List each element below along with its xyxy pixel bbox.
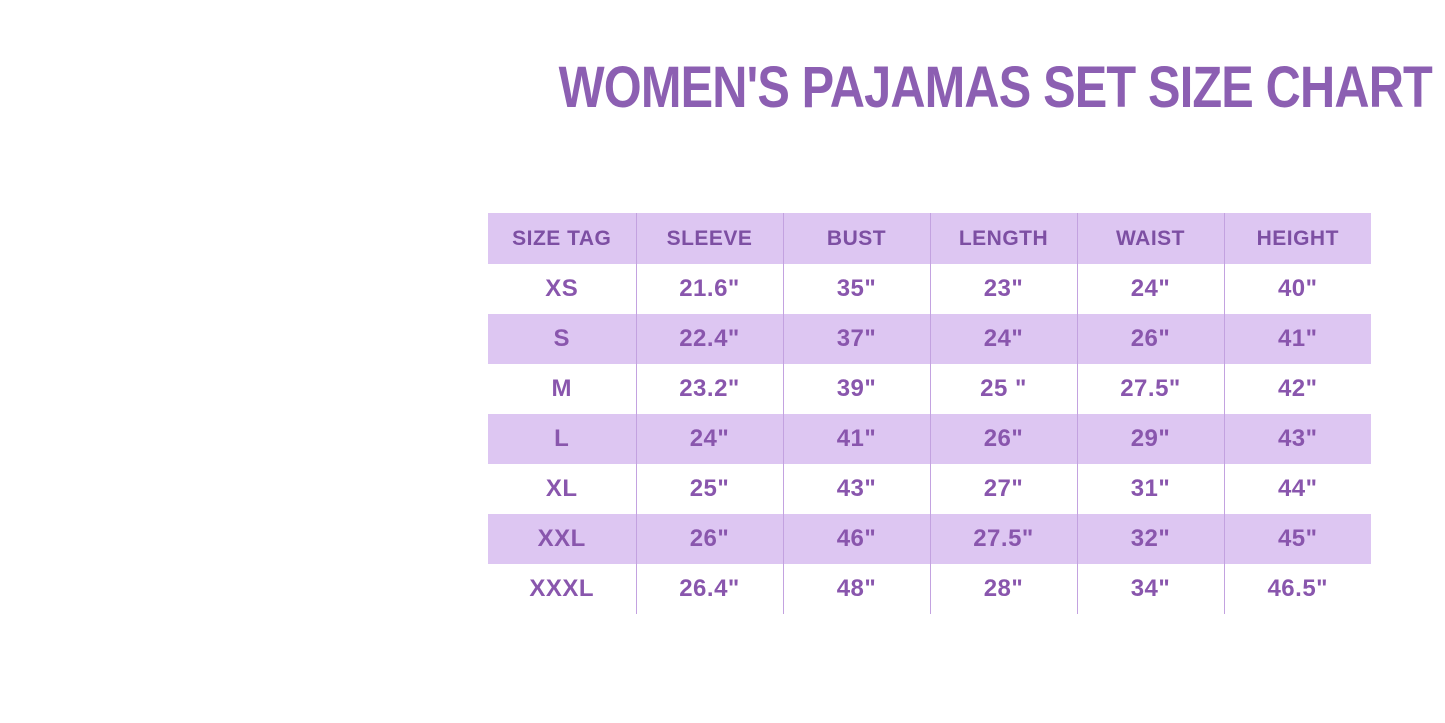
cell-height: 41" <box>1277 325 1318 352</box>
cell-bust: 48" <box>783 564 931 614</box>
cell-bust: 39" <box>783 364 931 414</box>
cell-height: 46.5" <box>1267 575 1329 602</box>
cell-waist: 24" <box>1077 264 1225 314</box>
cell-bust: 43" <box>783 464 931 514</box>
cell-length: 28" <box>930 564 1078 614</box>
cell-size-tag: XXXL <box>488 564 637 614</box>
cell-bust: 41" <box>783 414 931 464</box>
cell-bust: 37" <box>783 314 931 364</box>
cell-length: 24" <box>930 314 1078 364</box>
table-row-l: L 24" 41" 26" 29" 43" <box>488 414 1371 464</box>
cell-sleeve: 24" <box>636 414 784 464</box>
cell-length: 23" <box>930 264 1078 314</box>
cell-size-tag: M <box>488 364 637 414</box>
cell-length: 27.5" <box>930 514 1078 564</box>
cell-height: 43" <box>1277 425 1318 452</box>
column-header-length: LENGTH <box>930 213 1078 264</box>
table-row-xs: XS 21.6" 35" 23" 24" 40" <box>488 264 1371 314</box>
cell-size-tag: XXL <box>488 514 637 564</box>
cell-height: 40" <box>1277 275 1318 302</box>
column-header-size-tag: SIZE TAG <box>488 213 637 264</box>
cell-height: 45" <box>1277 525 1318 552</box>
cell-sleeve: 25" <box>636 464 784 514</box>
cell-length: 25 " <box>930 364 1078 414</box>
column-header-height: HEIGHT <box>1256 226 1339 250</box>
cell-waist: 32" <box>1077 514 1225 564</box>
cell-waist: 34" <box>1077 564 1225 614</box>
size-chart-table: SIZE TAG SLEEVE BUST LENGTH WAIST HEIGHT… <box>488 213 1371 614</box>
cell-sleeve: 21.6" <box>636 264 784 314</box>
table-row-xl: XL 25" 43" 27" 31" 44" <box>488 464 1371 514</box>
cell-bust: 35" <box>783 264 931 314</box>
cell-length: 26" <box>930 414 1078 464</box>
table-row-m: M 23.2" 39" 25 " 27.5" 42" <box>488 364 1371 414</box>
cell-height: 42" <box>1277 375 1318 402</box>
cell-waist: 26" <box>1077 314 1225 364</box>
cell-size-tag: L <box>488 414 637 464</box>
cell-size-tag: XL <box>488 464 637 514</box>
cell-sleeve: 26" <box>636 514 784 564</box>
cell-waist: 27.5" <box>1077 364 1225 414</box>
table-row-xxl: XXL 26" 46" 27.5" 32" 45" <box>488 514 1371 564</box>
column-header-bust: BUST <box>783 213 931 264</box>
table-row-s: S 22.4" 37" 24" 26" 41" <box>488 314 1371 364</box>
cell-sleeve: 26.4" <box>636 564 784 614</box>
table-row-xxxl: XXXL 26.4" 48" 28" 34" 46.5" <box>488 564 1371 614</box>
column-header-sleeve: SLEEVE <box>636 213 784 264</box>
page-title: WOMEN'S PAJAMAS SET SIZE CHART <box>558 55 1433 120</box>
cell-sleeve: 23.2" <box>636 364 784 414</box>
cell-length: 27" <box>930 464 1078 514</box>
cell-waist: 29" <box>1077 414 1225 464</box>
cell-size-tag: S <box>488 314 637 364</box>
cell-bust: 46" <box>783 514 931 564</box>
header-row: SIZE TAG SLEEVE BUST LENGTH WAIST HEIGHT <box>488 213 1371 264</box>
column-header-waist: WAIST <box>1077 213 1225 264</box>
cell-height: 44" <box>1277 475 1318 502</box>
cell-sleeve: 22.4" <box>636 314 784 364</box>
cell-waist: 31" <box>1077 464 1225 514</box>
cell-size-tag: XS <box>488 264 637 314</box>
